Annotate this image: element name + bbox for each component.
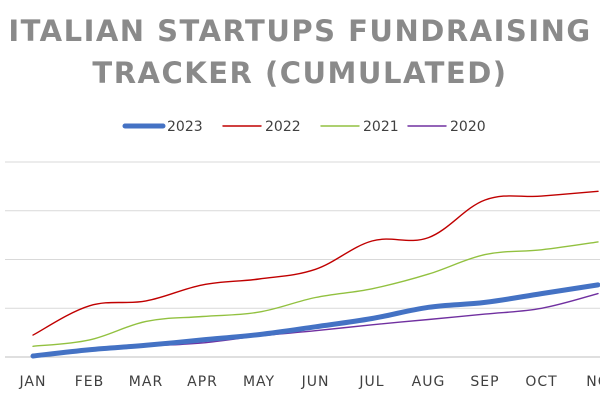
x-tick-label: SEP [470, 374, 499, 390]
x-tick-label: JUN [301, 374, 330, 390]
x-axis-ticks: JAN FEB MAR APR MAY JUN JUL AUG SEP OCT NO [19, 374, 600, 390]
chart-title-line-2: TRACKER (CUMULATED) [92, 56, 508, 90]
x-tick-label: NO [586, 374, 600, 390]
series-line-2022 [32, 190, 599, 336]
legend-label-2022: 2022 [265, 119, 301, 135]
series-line-2023 [30, 282, 600, 359]
x-tick-label: FEB [75, 374, 105, 390]
x-tick-label: MAR [129, 374, 163, 390]
x-tick-label: OCT [525, 374, 557, 390]
legend: 2023 2022 2021 2020 [122, 119, 486, 135]
x-tick-label: AUG [412, 374, 446, 390]
gridlines [5, 161, 600, 358]
series-line-2021 [32, 241, 599, 347]
chart-title-line-1: ITALIAN STARTUPS FUNDRAISING [8, 14, 592, 48]
legend-label-2023: 2023 [167, 119, 203, 135]
x-tick-label: APR [187, 374, 218, 390]
x-tick-label: JUL [358, 374, 384, 390]
x-tick-label: JAN [19, 374, 47, 390]
series-lines [30, 190, 600, 359]
x-tick-label: MAY [243, 374, 275, 390]
legend-label-2021: 2021 [363, 119, 399, 135]
legend-label-2020: 2020 [450, 119, 486, 135]
